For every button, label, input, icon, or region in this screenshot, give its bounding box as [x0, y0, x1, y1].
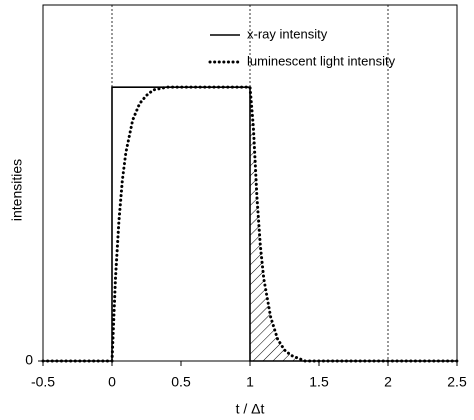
- legend-label: x-ray intensity: [247, 26, 328, 41]
- x-tick-label: -0.5: [31, 374, 55, 390]
- x-tick-label: 2: [384, 374, 392, 390]
- x-tick-label: 1.5: [309, 374, 329, 390]
- legend-label: luminescent light intensity: [247, 53, 396, 68]
- y-tick-label: 0: [25, 352, 33, 368]
- x-tick-label: 0.5: [171, 374, 191, 390]
- x-tick-label: 0: [108, 374, 116, 390]
- hatched-area: [250, 87, 457, 362]
- y-axis-label: intensities: [9, 159, 25, 221]
- x-tick-label: 2.5: [447, 374, 467, 390]
- data-line: [41, 85, 459, 363]
- data-line: [43, 86, 457, 362]
- x-axis-label: t / Δt: [236, 401, 265, 417]
- x-tick-label: 1: [246, 374, 254, 390]
